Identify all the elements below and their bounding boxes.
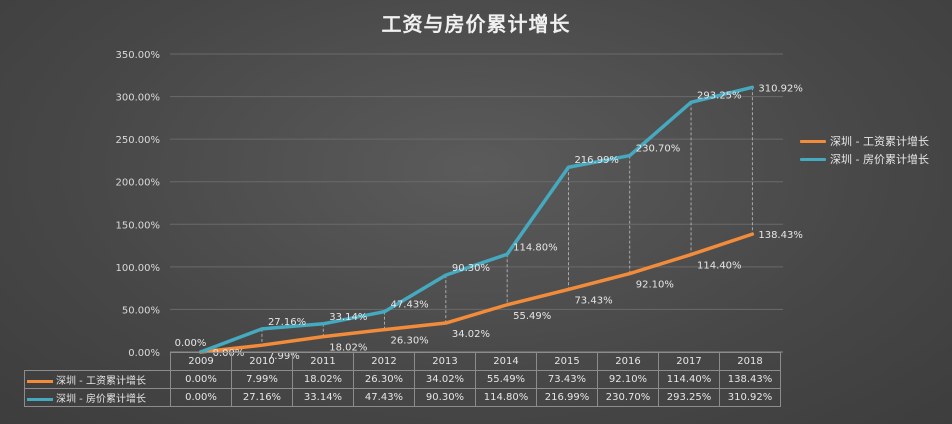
table-header-cell: 2015: [536, 352, 598, 371]
table-cell: 34.02%: [414, 370, 476, 389]
table-cell: 26.30%: [353, 370, 415, 389]
data-label-housing: 0.00%: [175, 338, 207, 349]
table-cell: 47.43%: [353, 388, 415, 407]
table-header-cell: 2017: [658, 352, 720, 371]
table-series-name: 深圳 - 工资累计增长: [24, 370, 171, 389]
table-header-cell: 2013: [414, 352, 476, 371]
legend-item-housing[interactable]: 深圳 - 房价累计增长: [800, 150, 929, 168]
data-label-wage: 138.43%: [758, 230, 803, 241]
table-header-row: 2009 2010 2011 2012 2013 2014 2015 2016 2017 2018: [24, 352, 781, 371]
data-label-wage: 34.02%: [452, 329, 490, 340]
data-label-housing: 47.43%: [391, 300, 429, 311]
data-labels: 0.00% 7.99%18.02%26.30%34.02%55.49%73.43%…: [175, 83, 803, 362]
table-cell: 216.99%: [536, 388, 598, 407]
table-cell: 7.99%: [231, 370, 293, 389]
y-tick-label: 200.00%: [116, 178, 161, 189]
table-cell: 138.43%: [719, 370, 781, 389]
data-label-wage: 73.43%: [574, 295, 612, 306]
table-cell: 230.70%: [597, 388, 659, 407]
table-cell: 114.80%: [475, 388, 537, 407]
y-tick-label: 150.00%: [116, 220, 161, 231]
series-lines: [198, 85, 755, 354]
table-cell: 33.14%: [292, 388, 354, 407]
legend-swatch-housing: [800, 157, 826, 161]
legend-label-housing: 深圳 - 房价累计增长: [830, 153, 929, 166]
table-header-cell: 2009: [170, 352, 232, 371]
table-cell: 27.16%: [231, 388, 293, 407]
data-label-housing: 27.16%: [268, 317, 306, 328]
series-line-wage: [198, 232, 755, 354]
data-label-housing: 33.14%: [329, 312, 367, 323]
table-series-swatch: [27, 379, 53, 383]
table-row: 深圳 - 工资累计增长 0.00% 7.99% 18.02% 26.30% 34.02% 5…: [24, 370, 781, 389]
legend-label-wage: 深圳 - 工资累计增长: [830, 135, 929, 148]
table-cell: 310.92%: [719, 388, 781, 407]
legend-swatch-wage: [800, 139, 826, 143]
chart-title: 工资与房价累计增长: [381, 12, 571, 36]
data-label-wage: 26.30%: [391, 336, 429, 347]
table-header-cell: 2018: [719, 352, 781, 371]
table-cell: 0.00%: [170, 370, 232, 389]
drop-lines: [261, 87, 753, 346]
table-header-cell: 2011: [292, 352, 354, 371]
table-series-label: 深圳 - 工资累计增长: [56, 376, 146, 387]
table-header-cell: 2016: [597, 352, 659, 371]
table-corner: [24, 352, 171, 371]
data-label-wage: 92.10%: [636, 280, 674, 291]
data-label-housing: 114.80%: [513, 242, 558, 253]
table-cell: 293.25%: [658, 388, 720, 407]
data-label-housing: 293.25%: [697, 90, 742, 101]
table-cell: 114.40%: [658, 370, 720, 389]
data-label-housing: 216.99%: [574, 155, 619, 166]
data-table: 2009 2010 2011 2012 2013 2014 2015 2016 2017 2018…: [24, 352, 781, 407]
table-header-cell: 2010: [231, 352, 293, 371]
legend: 深圳 - 工资累计增长 深圳 - 房价累计增长: [800, 132, 929, 168]
y-tick-label: 250.00%: [116, 135, 161, 146]
data-label-housing: 90.30%: [452, 263, 490, 274]
y-axis-ticks: 0.00%50.00%100.00%150.00%200.00%250.00%3…: [116, 50, 161, 359]
data-label-wage: 114.40%: [697, 261, 742, 272]
table-series-swatch: [27, 397, 53, 401]
table-cell: 92.10%: [597, 370, 659, 389]
table-cell: 90.30%: [414, 388, 476, 407]
data-label-housing: 310.92%: [758, 83, 803, 94]
table-cell: 55.49%: [475, 370, 537, 389]
table-series-label: 深圳 - 房价累计增长: [56, 394, 146, 405]
series-line-housing: [198, 85, 755, 354]
y-tick-label: 100.00%: [116, 263, 161, 274]
data-label-housing: 230.70%: [636, 144, 681, 155]
table-cell: 18.02%: [292, 370, 354, 389]
data-label-wage: 55.49%: [513, 311, 551, 322]
table-row: 深圳 - 房价累计增长 0.00% 27.16% 33.14% 47.43% 90.30%…: [24, 388, 781, 407]
y-tick-label: 300.00%: [116, 93, 161, 104]
data-label-wage: 18.02%: [329, 343, 367, 354]
table-series-name: 深圳 - 房价累计增长: [24, 388, 171, 407]
y-tick-label: 50.00%: [122, 305, 160, 316]
legend-item-wage[interactable]: 深圳 - 工资累计增长: [800, 132, 929, 150]
table-header-cell: 2014: [475, 352, 537, 371]
table-header-cell: 2012: [353, 352, 415, 371]
y-tick-label: 350.00%: [116, 50, 161, 61]
table-cell: 0.00%: [170, 388, 232, 407]
table-cell: 73.43%: [536, 370, 598, 389]
